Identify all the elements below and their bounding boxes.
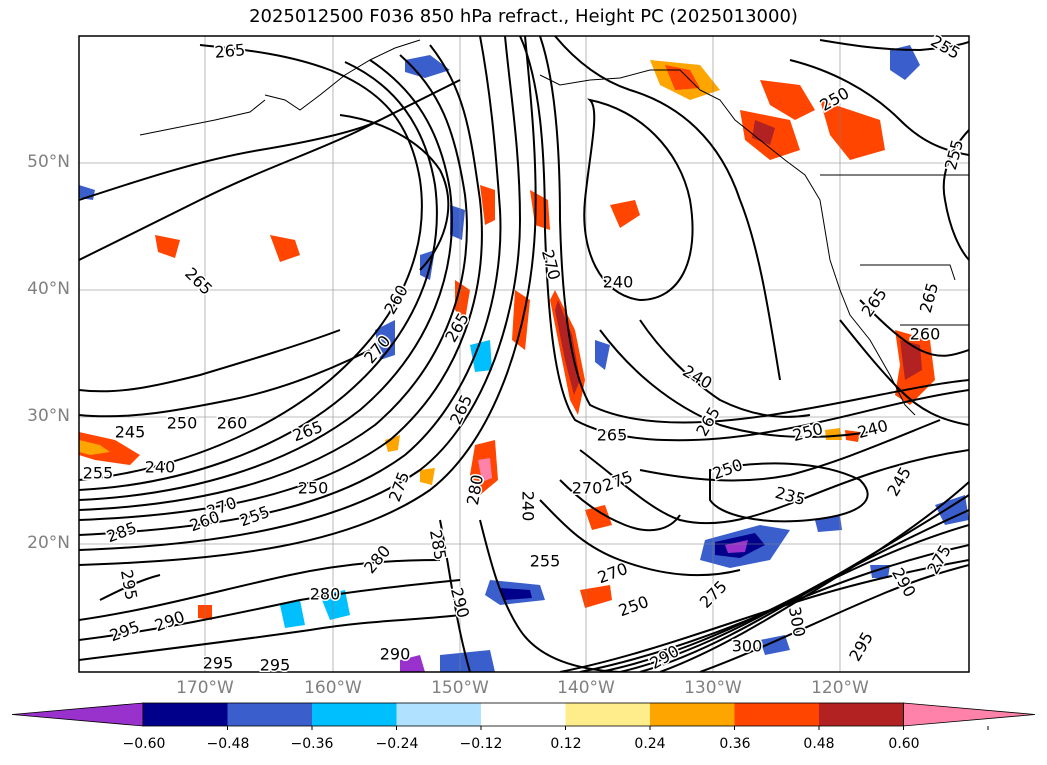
- colorbar-box: [312, 703, 397, 726]
- lon-label-140w: 140°W: [557, 678, 615, 698]
- colorbar-box: [734, 703, 819, 726]
- contour-label: 260: [910, 325, 941, 344]
- contour-label: 240: [145, 458, 176, 477]
- colorbar-frame: [142, 702, 904, 727]
- colorbar-label: 0.60: [888, 736, 920, 752]
- lat-label-20n: 20°N: [27, 533, 70, 553]
- colorbar-label: −0.12: [459, 736, 503, 752]
- contour-label: 250: [167, 414, 198, 433]
- contour-label: 300: [732, 637, 763, 656]
- lat-label-40n: 40°N: [27, 279, 70, 299]
- contour-label: 265: [214, 40, 246, 62]
- height-contours: [79, 36, 969, 672]
- colorbar-box: [650, 703, 735, 726]
- colorbar-label: 0.48: [803, 736, 835, 752]
- colorbar-box: [565, 703, 650, 726]
- contour-label: 240: [603, 273, 634, 292]
- contour-label: 295: [260, 656, 291, 675]
- colorbar-box: [819, 703, 904, 726]
- contour-label: 260: [217, 414, 248, 433]
- colorbar-label: −0.60: [122, 736, 166, 752]
- contour-label: 255: [83, 464, 114, 483]
- gridlines: [79, 36, 969, 672]
- colorbar-label: −0.36: [290, 736, 334, 752]
- lon-label-170w: 170°W: [176, 678, 234, 698]
- colorbar-box: [481, 703, 566, 726]
- contour-label: 290: [380, 645, 411, 664]
- lat-label-50n: 50°N: [27, 152, 70, 172]
- lat-label-30n: 30°N: [27, 406, 70, 426]
- colorbar-box: [143, 703, 228, 726]
- colorbar-label: −0.48: [206, 736, 250, 752]
- contour-label: 300: [785, 605, 809, 638]
- map-title: 2025012500 F036 850 hPa refract., Height…: [249, 6, 798, 27]
- map-background: [79, 36, 969, 672]
- lon-label-160w: 160°W: [304, 678, 362, 698]
- contour-label: 255: [530, 552, 561, 571]
- colorbar-label: 0.36: [719, 736, 751, 752]
- contour-label: 250: [298, 479, 329, 498]
- lon-label-120w: 120°W: [811, 678, 869, 698]
- colorbar-extend-low: [11, 702, 144, 727]
- contour-label: 295: [203, 654, 234, 673]
- contour-label: 240: [519, 491, 538, 522]
- colorbar-label: 0.24: [634, 736, 666, 752]
- contour-label: 245: [115, 423, 146, 442]
- colorbar-label: 0.12: [550, 736, 582, 752]
- colorbar-label: −0.24: [375, 736, 419, 752]
- contour-label: 280: [310, 585, 341, 604]
- contour-label: 270: [572, 479, 603, 498]
- lon-label-150w: 150°W: [431, 678, 489, 698]
- colorbar-box: [227, 703, 312, 726]
- lon-label-130w: 130°W: [684, 678, 742, 698]
- map-frame: [78, 35, 970, 673]
- colorbar-extend-high: [903, 702, 1036, 727]
- contour-label: 265: [597, 426, 628, 445]
- colorbar-box: [396, 703, 481, 726]
